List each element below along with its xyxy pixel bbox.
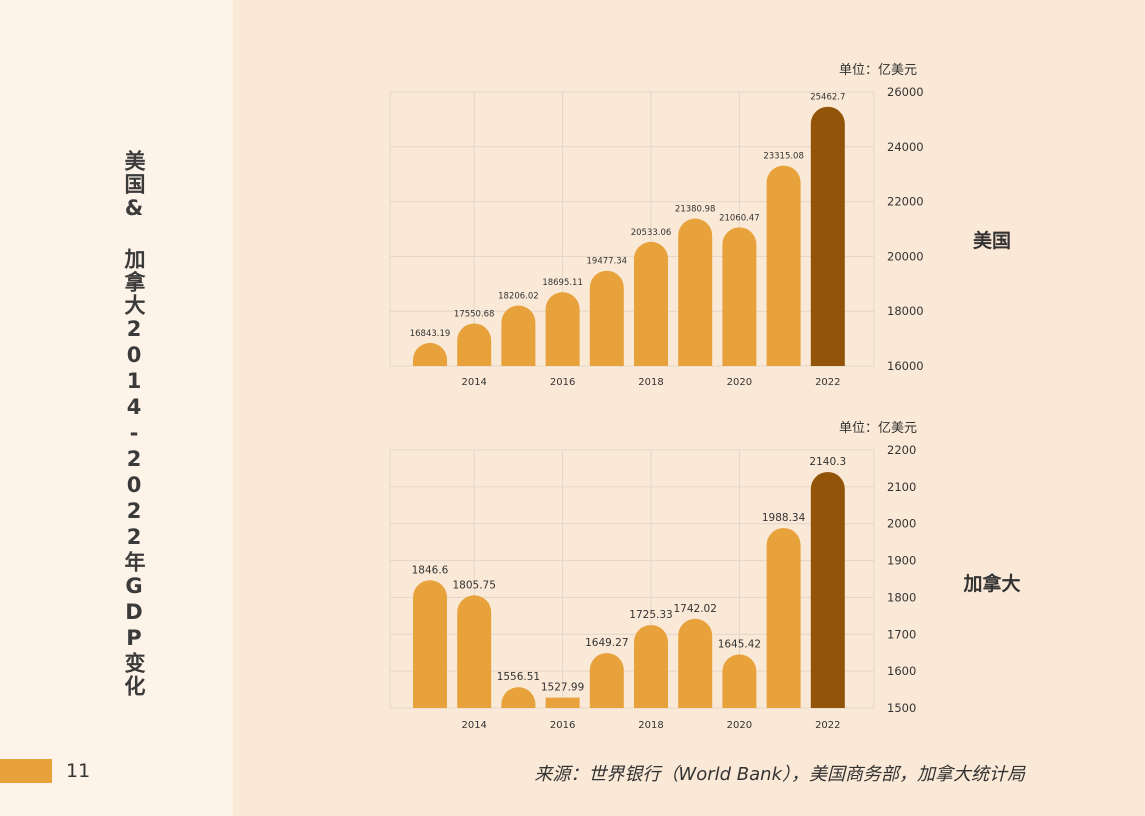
unit-label: 单位：亿美元 bbox=[839, 63, 917, 78]
bar-us-2013 bbox=[413, 342, 447, 366]
country-label: 美国 bbox=[973, 229, 1011, 252]
bar-us-2014 bbox=[457, 323, 492, 366]
bar-ca-2020 bbox=[722, 654, 757, 708]
unit-label: 单位：亿美元 bbox=[839, 421, 917, 436]
bar-ca-2021 bbox=[766, 528, 801, 708]
data-label: 1649.27 bbox=[585, 637, 628, 649]
y-tick-label: 20000 bbox=[887, 249, 924, 263]
data-label: 1725.33 bbox=[629, 609, 672, 621]
y-tick-label: 1600 bbox=[887, 664, 916, 678]
y-tick-label: 1900 bbox=[887, 554, 916, 568]
data-label: 25462.7 bbox=[810, 93, 845, 103]
data-label: 1742.02 bbox=[673, 603, 716, 615]
country-label: 加拿大 bbox=[962, 572, 1020, 595]
x-tick-label: 2016 bbox=[550, 377, 575, 388]
x-tick-label: 2014 bbox=[461, 377, 486, 388]
page-number: 11 bbox=[66, 760, 91, 782]
source-note: 来源：世界银行（World Bank），美国商务部，加拿大统计局 bbox=[534, 764, 1025, 785]
data-label: 20533.06 bbox=[631, 228, 672, 238]
data-label: 1527.99 bbox=[541, 682, 584, 694]
data-label: 21380.98 bbox=[675, 205, 716, 215]
sidebar-panel bbox=[0, 0, 233, 816]
bar-us-2017 bbox=[589, 270, 624, 366]
data-label: 1846.6 bbox=[412, 564, 449, 576]
y-tick-label: 1800 bbox=[887, 590, 916, 604]
bar-ca-2013 bbox=[413, 580, 447, 708]
data-label: 18695.11 bbox=[542, 278, 583, 288]
bar-us-2022 bbox=[810, 106, 845, 367]
data-label: 23315.08 bbox=[763, 152, 804, 162]
y-tick-label: 24000 bbox=[887, 140, 924, 154]
data-label: 1645.42 bbox=[718, 638, 761, 650]
data-label: 17550.68 bbox=[454, 310, 495, 320]
y-tick-label: 1700 bbox=[887, 627, 916, 641]
y-tick-label: 18000 bbox=[887, 304, 924, 318]
data-label: 1988.34 bbox=[762, 512, 806, 524]
bar-ca-2017 bbox=[589, 652, 624, 708]
bar-us-2019 bbox=[678, 218, 713, 366]
bar-ca-2019 bbox=[678, 618, 713, 708]
data-label: 18206.02 bbox=[498, 292, 539, 302]
y-tick-label: 16000 bbox=[887, 359, 924, 373]
x-tick-label: 2016 bbox=[550, 720, 575, 731]
x-tick-label: 2020 bbox=[727, 720, 752, 731]
bar-us-2020 bbox=[722, 227, 757, 366]
x-tick-label: 2022 bbox=[815, 377, 840, 388]
data-label: 1556.51 bbox=[497, 671, 540, 683]
bar-ca-2022 bbox=[810, 472, 845, 708]
page-accent-bar bbox=[0, 759, 52, 783]
data-label: 19477.34 bbox=[587, 257, 628, 267]
bar-ca-2015 bbox=[501, 687, 536, 708]
data-label: 1805.75 bbox=[452, 579, 495, 591]
bar-us-2016 bbox=[545, 292, 580, 366]
y-tick-label: 2200 bbox=[887, 443, 916, 457]
x-tick-label: 2014 bbox=[461, 720, 486, 731]
x-tick-label: 2022 bbox=[815, 720, 840, 731]
bar-ca-2016 bbox=[545, 697, 580, 708]
vertical-title: 美国& 加拿大2014-2022年GDP变化 bbox=[122, 150, 146, 698]
data-label: 21060.47 bbox=[719, 213, 760, 223]
y-tick-label: 1500 bbox=[887, 701, 916, 715]
x-tick-label: 2020 bbox=[727, 377, 752, 388]
y-tick-label: 22000 bbox=[887, 195, 924, 209]
x-tick-label: 2018 bbox=[638, 720, 663, 731]
bar-ca-2014 bbox=[457, 595, 492, 708]
bar-us-2015 bbox=[501, 305, 536, 366]
y-tick-label: 2100 bbox=[887, 480, 916, 494]
y-tick-label: 26000 bbox=[887, 85, 924, 99]
data-label: 16843.19 bbox=[410, 329, 451, 339]
bar-us-2018 bbox=[634, 241, 668, 366]
y-tick-label: 2000 bbox=[887, 517, 916, 531]
bar-us-2021 bbox=[766, 165, 801, 366]
bar-ca-2018 bbox=[634, 624, 668, 708]
data-label: 2140.3 bbox=[809, 456, 846, 468]
x-tick-label: 2018 bbox=[638, 377, 663, 388]
